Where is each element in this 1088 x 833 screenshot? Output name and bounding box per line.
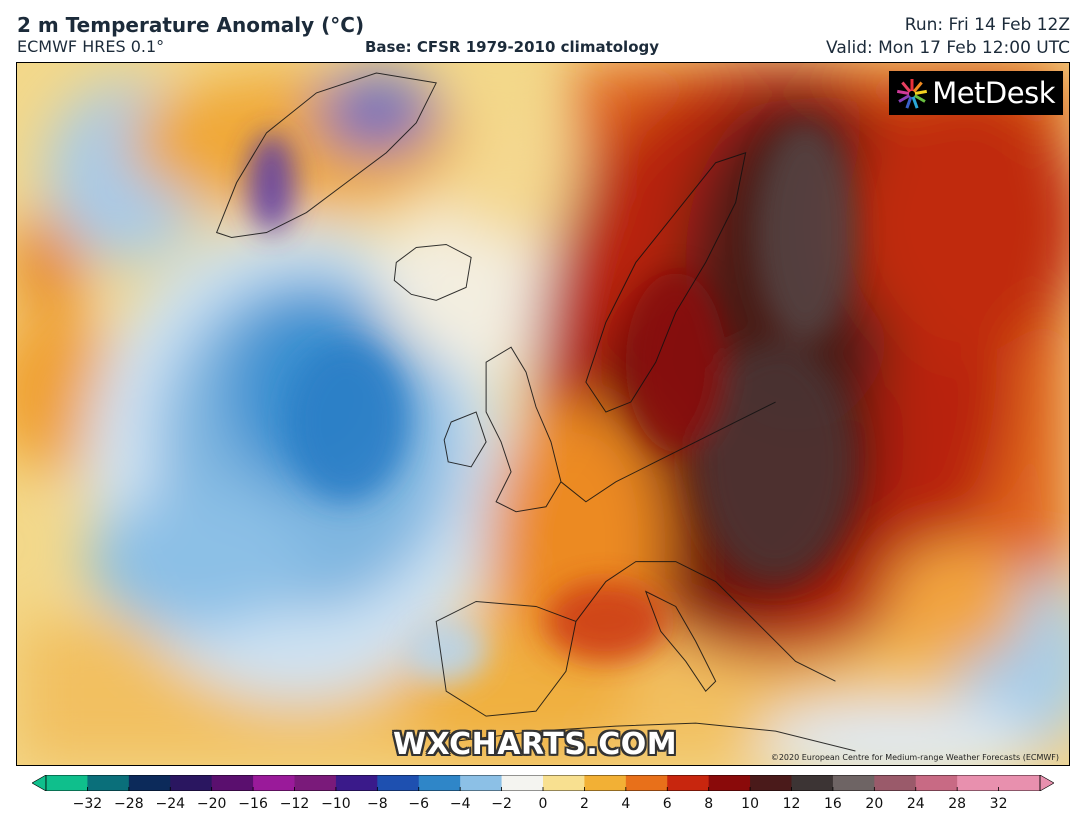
- legend-swatch: [915, 775, 958, 791]
- run-time: Run: Fri 14 Feb 12Z: [904, 15, 1070, 35]
- legend-swatch: [584, 775, 627, 791]
- ecmwf-copyright: ©2020 European Centre for Medium-range W…: [770, 753, 1059, 762]
- metdesk-logo-text: MetDesk: [932, 76, 1055, 110]
- wxcharts-watermark: WXCHARTS.COM: [393, 727, 678, 762]
- legend-swatch: [625, 775, 668, 791]
- legend-tick-label: 20: [865, 796, 884, 812]
- chart-title: 2 m Temperature Anomaly (°C): [17, 13, 365, 37]
- legend-swatch: [543, 775, 585, 791]
- legend-swatch: [791, 775, 834, 791]
- legend-tick-label: −20: [196, 796, 227, 812]
- metdesk-logo-icon: [896, 79, 928, 109]
- valid-time: Valid: Mon 17 Feb 12:00 UTC: [826, 38, 1070, 58]
- legend-tick-label: 24: [906, 796, 925, 812]
- legend-tick-label: −10: [321, 796, 351, 812]
- legend-swatch: [377, 775, 420, 791]
- legend-tick-label: 12: [782, 796, 801, 812]
- legend-tick-label: −4: [449, 796, 471, 812]
- legend-swatch: [335, 775, 378, 791]
- legend-tick-label: −16: [238, 796, 268, 812]
- legend-tick-label: 2: [579, 796, 589, 812]
- legend-swatch: [87, 775, 130, 791]
- legend-arrow-high: [1039, 775, 1054, 791]
- legend-swatch: [501, 775, 544, 791]
- legend-tick-label: 4: [621, 796, 631, 812]
- legend-swatch: [211, 775, 254, 791]
- metdesk-logo: MetDesk: [889, 71, 1063, 115]
- legend-swatch: [708, 775, 751, 791]
- anomaly-field: [17, 63, 1069, 765]
- color-legend-bar: [32, 775, 1054, 791]
- legend-swatch: [418, 775, 461, 791]
- legend-swatch: [750, 775, 792, 791]
- legend-swatch: [998, 775, 1041, 791]
- legend-tick-label: 0: [538, 796, 548, 812]
- legend-swatch: [832, 775, 875, 791]
- legend-arrow-low: [32, 775, 47, 791]
- legend-swatch: [253, 775, 295, 791]
- legend-swatch: [294, 775, 337, 791]
- model-name: ECMWF HRES 0.1°: [17, 37, 165, 56]
- legend-tick-label: 8: [704, 796, 714, 812]
- legend-tick-label: −8: [367, 796, 388, 812]
- legend-swatch: [170, 775, 213, 791]
- legend-tick-label: −28: [114, 796, 144, 812]
- legend-border: [45, 775, 1041, 791]
- legend-swatch: [128, 775, 171, 791]
- legend-tick-label: 32: [989, 796, 1008, 812]
- legend-tick-label: 6: [662, 796, 672, 812]
- anomaly-map[interactable]: MetDesk WXCHARTS.COM ©2020 European Cent…: [16, 62, 1070, 766]
- legend-swatch: [460, 775, 503, 791]
- climatology-base: Base: CFSR 1979-2010 climatology: [365, 38, 660, 56]
- legend-swatch: [874, 775, 917, 791]
- legend-tick-label: 16: [823, 796, 842, 812]
- legend-swatch: [46, 775, 88, 791]
- legend-tick-label: −2: [491, 796, 512, 812]
- legend-tick-label: −6: [408, 796, 430, 812]
- color-legend-ticks: −32 −28 −24 −20 −16 −12 −10 −8 −6 −4 −2 0 2 4 6 8 10 12 16…: [0, 796, 1088, 820]
- legend-swatch: [667, 775, 710, 791]
- legend-tick-label: −24: [155, 796, 186, 812]
- legend-tick-label: 10: [741, 796, 759, 812]
- legend-tick-label: −32: [72, 796, 103, 812]
- legend-swatch: [957, 775, 1000, 791]
- legend-tick-label: −12: [279, 796, 310, 812]
- legend-tick-label: 28: [948, 796, 967, 812]
